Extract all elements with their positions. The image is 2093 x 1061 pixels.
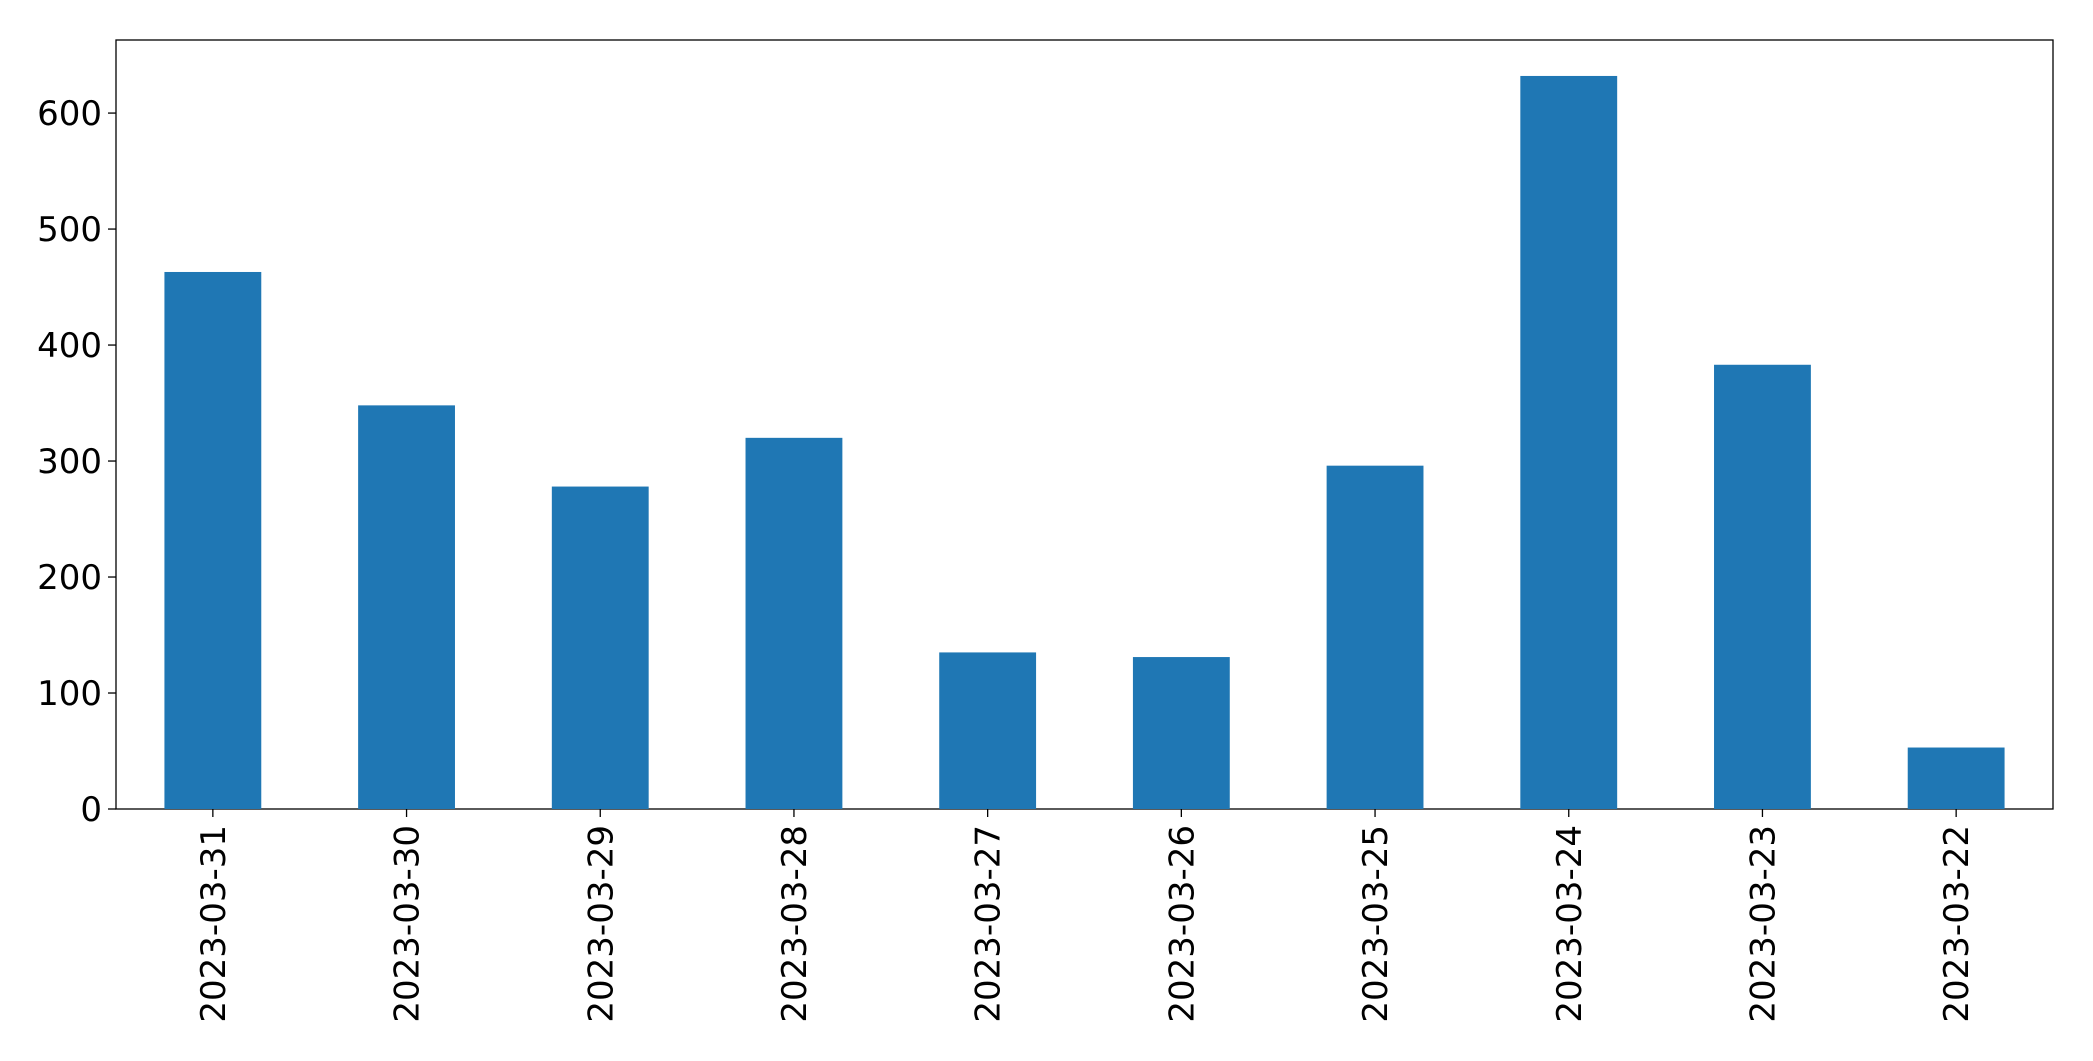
plot-frame [115, 39, 2054, 810]
bar [1132, 657, 1230, 809]
bar [1907, 747, 2005, 809]
y-tick-label: 500 [37, 210, 102, 250]
bar [939, 652, 1037, 809]
x-tick-label: 2023-03-22 [1937, 825, 1977, 1023]
bar [1714, 364, 1811, 809]
x-tick-label: 2023-03-29 [581, 825, 621, 1023]
x-tick-label: 2023-03-23 [1743, 825, 1783, 1023]
y-tick-label: 200 [37, 558, 102, 598]
y-tick-label: 400 [37, 326, 102, 366]
bar [1326, 465, 1424, 809]
y-tick-label: 100 [37, 674, 102, 714]
bar [745, 437, 843, 809]
x-tick-label: 2023-03-27 [969, 825, 1009, 1023]
bar [358, 405, 455, 809]
bar [164, 271, 262, 810]
y-tick-label: 600 [37, 94, 102, 134]
x-tick-label: 2023-03-30 [388, 825, 428, 1023]
y-tick-label: 0 [80, 790, 102, 830]
x-tick-label: 2023-03-28 [775, 825, 815, 1023]
x-tick-label: 2023-03-26 [1162, 825, 1202, 1023]
y-tick-label: 300 [37, 442, 102, 482]
bar [1520, 75, 1618, 810]
x-tick-label: 2023-03-25 [1356, 825, 1396, 1023]
x-tick-label: 2023-03-24 [1550, 825, 1590, 1023]
x-tick-label: 2023-03-31 [194, 825, 234, 1023]
bar [551, 486, 649, 809]
